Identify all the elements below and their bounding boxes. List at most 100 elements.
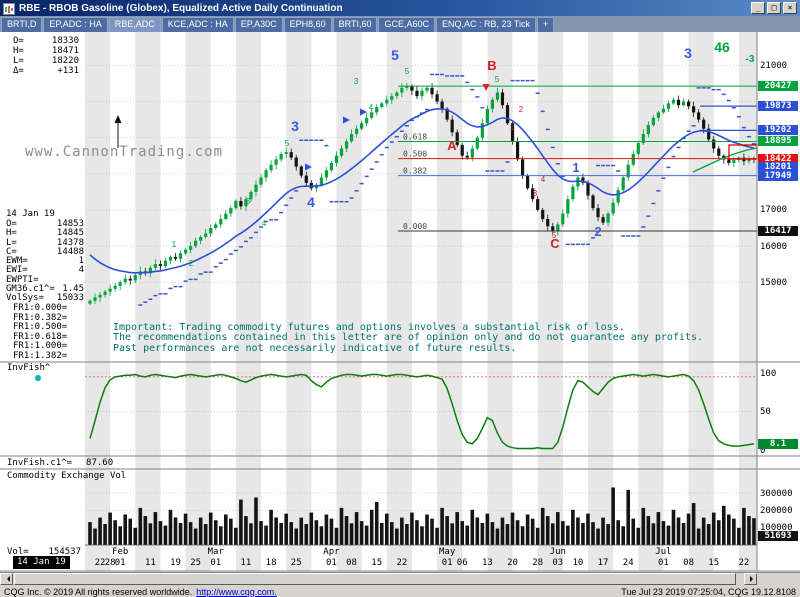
cursor-value: 1.45 [62,284,84,295]
svg-text:4: 4 [369,103,374,112]
tab-ep-adc-ha[interactable]: EP,ADC : HA [43,17,108,32]
ohlc-row: Δ= +131 [13,66,79,76]
axis-day-label: 06 [456,558,468,568]
cursor-row: H= 14845 [6,228,84,239]
price-tick: 15000 [760,277,788,288]
cursor-row: C= 14488 [6,246,84,257]
cursor-label: VolSys= [6,293,44,304]
svg-text:46: 46 [714,39,730,55]
axis-day-label: 03 [552,558,564,568]
cursor-row: EWM= 1 [6,256,84,267]
disclaimer-line: Past performances are not necessarily in… [113,342,517,354]
axis-day-label: 28 [532,558,544,568]
cursor-value: 14378 [56,237,84,248]
minimize-button[interactable]: _ [751,2,765,14]
price-tick: 21000 [760,60,788,71]
ohlc-label: H= [13,46,24,56]
cursor-value: 15033 [56,293,84,304]
fib-row: FR1:0.500= [13,322,68,332]
svg-text:3: 3 [684,45,692,61]
tab-enq-ac-rb-23-tick[interactable]: ENQ,AC : RB, 23 Tick [436,17,537,32]
date-axis[interactable]: 14 Jan 19 Feb Mar Apr May Jun Jul 22 28 01 11 19 25… [0,545,757,572]
scroll-left-button[interactable] [0,573,13,585]
ohlc-value: 18330 [51,36,79,46]
axis-day-label: 15 [371,558,383,568]
scroll-right-button[interactable] [744,573,757,585]
volume-tick: 300000 [760,488,793,499]
ohlc-value: 18471 [51,46,79,56]
invfish-badge: 8.1 [758,438,798,449]
volume-footer: Vol= 154537 [7,547,81,557]
scrollbar-thumb[interactable] [14,573,736,585]
volume-footer-label: Vol= [7,547,29,557]
horizontal-scrollbar[interactable] [0,572,800,585]
svg-text:3: 3 [354,77,359,86]
cqg-link[interactable]: http://www.cqg.com. [196,586,277,597]
axis-day-label: 13 [481,558,493,568]
fib-row: FR1:0.000= [13,303,68,313]
svg-text:3: 3 [246,197,251,206]
axis-day-label: 11 [144,558,156,568]
tab-gce-a60c[interactable]: GCE,A60C [378,17,436,32]
invfish-tick: 0 [760,445,766,456]
svg-text:3: 3 [291,118,299,134]
tab-bar: BRTI,D EP,ADC : HA RBE,ADC KCE,ADC : HA EP,A… [0,16,800,32]
volume-tick: 100000 [760,523,793,534]
invfish-footer-label: InvFish.c1^= [7,458,73,468]
cursor-label: GM36.c1^= [6,284,55,295]
cursor-value: 14488 [56,246,84,257]
price-badge: 19202 [758,125,798,136]
cursor-label: H= [6,228,17,239]
tab-ep-a30c[interactable]: EP,A30C [234,17,283,32]
svg-text:A: A [447,138,457,153]
status-bar: CQG Inc. © 2019 All rights reserved worl… [0,584,800,597]
svg-text:0.618: 0.618 [403,132,427,141]
axis-day-label: 01 [210,558,222,568]
svg-text:2: 2 [189,259,194,268]
price-scale[interactable]: 21000 17000 16000 15000 20427 19873 19202 18895… [758,32,800,572]
axis-day-label: 24 [622,558,634,568]
axis-day-label: 08 [346,558,357,568]
cursor-row: EWPTI= [6,275,84,285]
cursor-row: EWI= 4 [6,265,84,276]
svg-text:5: 5 [391,47,399,63]
axis-day-label: 01 [441,558,453,568]
axis-day-label: 22 [94,558,106,568]
svg-text:C: C [550,236,560,251]
chart-workspace: 0.618 0.500 0.382 0.000 3 4 5 A B C 1 2 3 46 -3 1 2 3 4 5 3 4… [0,32,800,585]
svg-text:4: 4 [307,194,315,210]
tab-rbe-adc[interactable]: RBE,ADC [108,17,161,32]
svg-text:4: 4 [262,219,267,228]
cursor-label: EWI= [6,265,28,276]
price-badge: 20427 [758,81,798,92]
axis-day-label: 10 [572,558,584,568]
axis-day-label: 01 [658,558,669,568]
tab-brti-d[interactable]: BRTI,D [1,17,43,32]
cursor-row: GM36.c1^= 1.45 [6,284,84,295]
fib-row: FR1:0.382= [13,312,68,323]
ohlc-value: 18220 [51,56,79,66]
price-tick: 17000 [760,205,788,216]
price-badge: 18201 [758,161,798,172]
fib-readout: FR1:0.000= FR1:0.382= FR1:0.500= FR1:0.618=… [13,303,68,361]
close-button[interactable]: × [783,2,797,14]
copyright-text: CQG Inc. © 2019 All rights reserved worl… [4,586,193,597]
fib-row: FR1:1.382= [13,350,68,361]
tab-kce-adc-ha[interactable]: KCE,ADC : HA [161,17,234,32]
tab-brti-60[interactable]: BRTI,60 [332,17,378,32]
maximize-button[interactable]: □ [767,2,781,14]
cursor-value: 14853 [56,219,84,229]
price-tick: 16000 [760,241,788,252]
fib-row: FR1:0.618= [13,331,68,342]
tab--[interactable]: + [537,17,555,32]
invfish-tick: 100 [760,368,777,379]
axis-month-label: Mar [207,547,224,557]
svg-text:1: 1 [572,160,579,175]
tab-eph8-60[interactable]: EPH8,60 [283,17,332,32]
cursor-label: EWM= [6,256,28,267]
price-badge: 18895 [758,136,798,147]
svg-text:5: 5 [405,67,410,76]
axis-day-label: 01 [114,558,126,568]
